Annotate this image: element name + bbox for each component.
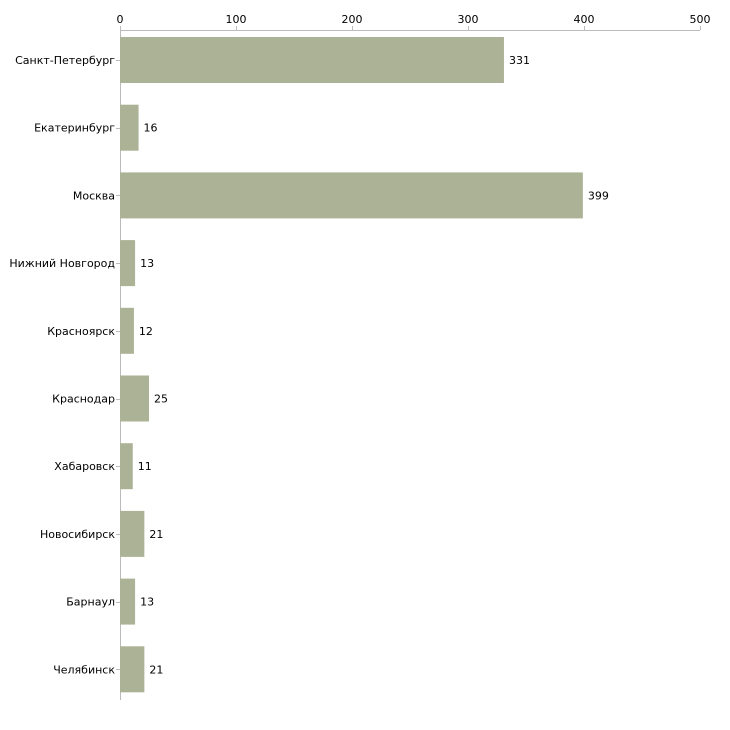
value-label: 399 xyxy=(588,189,609,202)
category-label: Барнаул xyxy=(66,596,115,609)
category-label: Челябинск xyxy=(53,663,115,676)
value-label: 13 xyxy=(140,596,154,609)
value-label: 16 xyxy=(144,122,158,135)
category-label: Москва xyxy=(73,189,115,202)
axis-layer: 0 100 200 300 400 500 xyxy=(116,13,711,700)
value-label: 11 xyxy=(138,460,152,473)
value-label: 13 xyxy=(140,257,154,270)
bar xyxy=(120,578,136,625)
value-label: 25 xyxy=(154,393,168,406)
category-label: Санкт-Петербург xyxy=(15,54,115,67)
bar xyxy=(120,510,145,557)
category-label: Краснодар xyxy=(52,393,115,406)
bar xyxy=(120,307,134,354)
category-label: Красноярск xyxy=(47,325,115,338)
x-tick-label: 100 xyxy=(226,13,247,26)
x-tick-label: 400 xyxy=(574,13,595,26)
labels-layer: Санкт-Петербург 331 Екатеринбург 16 Москва 39… xyxy=(9,54,608,676)
bar xyxy=(120,646,145,693)
x-tick-label: 300 xyxy=(458,13,479,26)
value-label: 21 xyxy=(149,663,163,676)
bar xyxy=(120,172,583,219)
x-tick-label: 0 xyxy=(117,13,124,26)
bar xyxy=(120,240,136,287)
category-label: Хабаровск xyxy=(54,460,115,473)
bar xyxy=(120,443,133,490)
bars-layer xyxy=(120,37,583,693)
bar xyxy=(120,37,504,83)
x-tick-label: 200 xyxy=(342,13,363,26)
category-label: Нижний Новгород xyxy=(9,257,115,270)
value-label: 12 xyxy=(139,325,153,338)
value-label: 331 xyxy=(509,54,530,67)
category-label: Екатеринбург xyxy=(34,122,115,135)
x-tick-label: 500 xyxy=(690,13,711,26)
value-label: 21 xyxy=(149,528,163,541)
bar xyxy=(120,375,149,422)
bar xyxy=(120,104,139,151)
category-label: Новосибирск xyxy=(40,528,115,541)
